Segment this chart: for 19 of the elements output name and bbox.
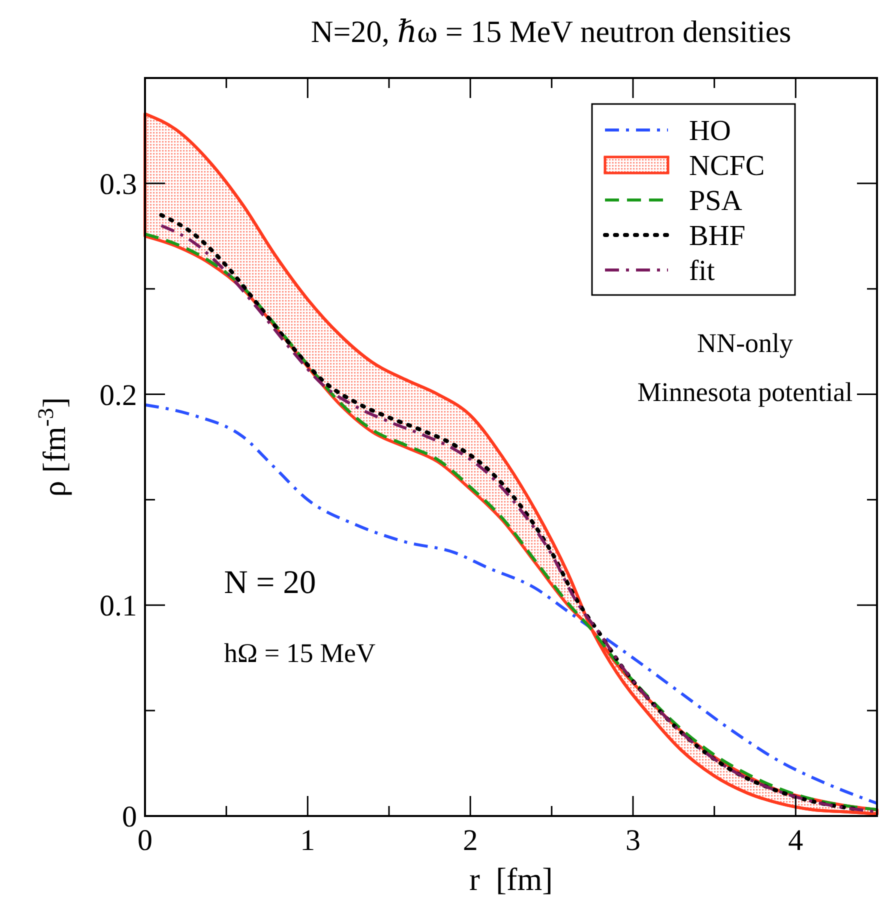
y-tick-label: 0.2 bbox=[100, 378, 137, 412]
x-tick-label: 4 bbox=[788, 824, 804, 857]
annotation: N = 20 bbox=[224, 565, 316, 601]
y-tick-label: 0.3 bbox=[100, 168, 137, 201]
chart-title: N=20, ℏω = 15 MeV neutron densities bbox=[310, 14, 792, 49]
annotation: hΩ = 15 MeV bbox=[224, 638, 376, 668]
legend-label: PSA bbox=[689, 185, 742, 218]
y-tick-label: 0 bbox=[122, 800, 137, 834]
y-tick-label: 0.1 bbox=[100, 590, 137, 623]
x-tick-label: 1 bbox=[300, 824, 316, 857]
x-axis-title: r [fm] bbox=[469, 861, 553, 897]
annotation: NN-only bbox=[697, 328, 794, 358]
legend-label: BHF bbox=[689, 220, 746, 252]
x-tick-label: 2 bbox=[462, 824, 478, 857]
x-tick-label: 3 bbox=[626, 824, 640, 857]
legend-label: HO bbox=[689, 115, 731, 148]
legend-label: fit bbox=[689, 255, 715, 288]
annotation: Minnesota potential bbox=[637, 377, 853, 407]
legend-label: NCFC bbox=[689, 150, 765, 182]
